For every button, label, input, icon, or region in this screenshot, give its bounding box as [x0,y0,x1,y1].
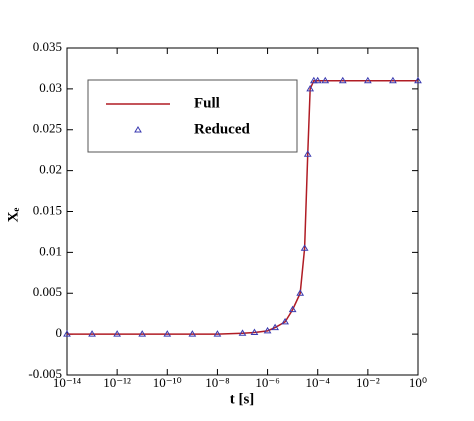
x-tick-label: 10⁻¹⁰ [153,375,182,390]
data-marker [309,76,318,84]
data-marker [213,330,222,337]
y-tick-label: -0.005 [28,366,62,381]
data-marker [281,317,289,325]
x-tick-label: 10⁰ [409,375,427,390]
data-marker [263,326,272,334]
data-marker [138,330,147,337]
y-tick-label: 0.015 [33,202,62,217]
data-marker [250,328,259,335]
x-axis-label: t [s] [230,391,255,407]
y-tick-label: 0.005 [33,284,62,299]
data-marker [414,76,422,84]
data-marker [271,323,280,331]
x-tick-label: 10⁻⁸ [205,375,230,390]
data-marker [63,330,71,337]
legend-label: Reduced [194,121,250,137]
data-marker [313,76,322,84]
data-marker [288,305,297,313]
legend-label: Full [194,95,220,111]
data-line [67,79,418,335]
x-tick-label: 10⁻⁶ [255,375,279,390]
y-tick-label: 0.035 [33,39,62,54]
data-marker [296,289,305,296]
y-tick-label: 0.03 [39,80,62,95]
x-tick-label: 10⁻¹⁴ [53,375,82,390]
data-marker [321,76,330,84]
data-marker [113,330,122,337]
data-marker [389,76,397,84]
legend-swatch [134,126,142,133]
y-axis-label: Xₑ [5,208,21,223]
data-marker [188,330,197,337]
data-marker [306,84,315,92]
data-marker [363,76,372,84]
y-tick-label: 0 [56,325,63,340]
data-marker [300,244,309,251]
y-tick-label: 0.025 [33,121,62,136]
x-tick-label: 10⁻⁴ [306,375,331,390]
data-marker [163,330,172,337]
data-marker [303,150,312,157]
y-tick-label: 0.01 [39,243,62,258]
x-tick-label: 10⁻² [356,375,380,390]
data-marker [88,330,96,337]
x-tick-label: 10⁻¹² [103,375,131,390]
y-tick-label: 0.02 [39,162,62,177]
data-marker [238,329,247,336]
data-marker [338,76,347,84]
legend-box [87,79,298,153]
